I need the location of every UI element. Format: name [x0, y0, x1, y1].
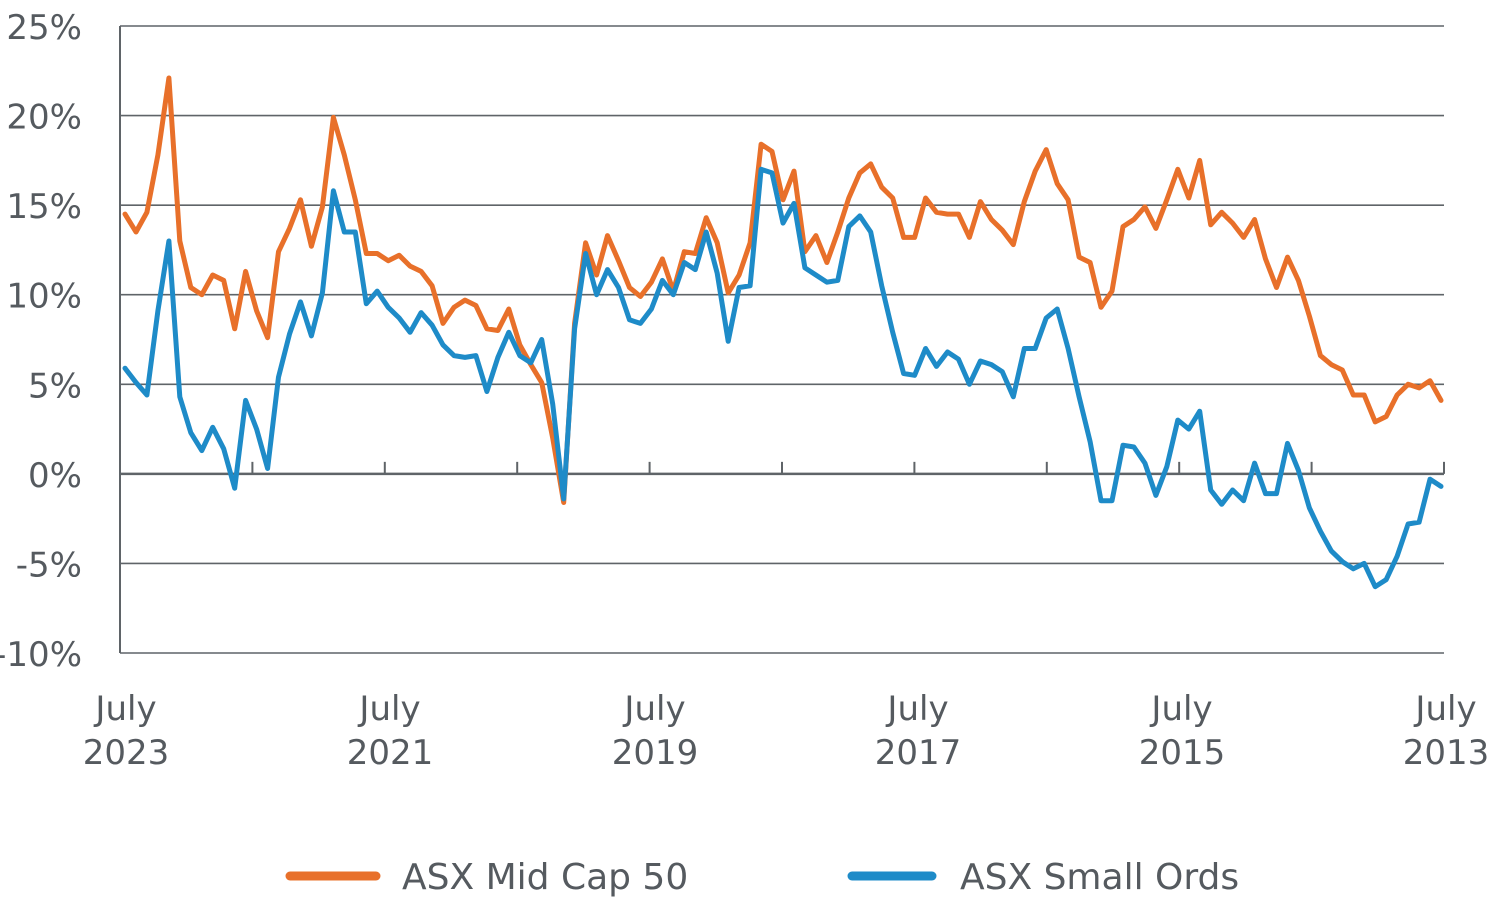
y-tick-label: 0% [28, 456, 82, 496]
x-tick-label: July 2015 [1139, 689, 1226, 773]
series-line-mid-cap [122, 75, 1444, 505]
grid [119, 25, 1444, 654]
x-tick-label: July 2023 [83, 689, 170, 773]
legend-label-mid-cap: ASX Mid Cap 50 [402, 857, 688, 898]
x-tick-label: July 2019 [612, 689, 699, 773]
series-line-small-ords [122, 166, 1444, 590]
y-tick-label: 5% [28, 366, 82, 406]
x-axis: July 2023 July 2021 July 2019 July 2017 July 2015… [83, 461, 1490, 773]
x-tick-label: July 2017 [875, 689, 962, 773]
series-lines [122, 75, 1444, 590]
y-axis: 25% 20% 15% 10% 5% 0% -5% -10% [0, 8, 82, 675]
x-tick-label: July 2013 [1403, 689, 1490, 773]
y-tick-label: 25% [6, 8, 82, 48]
x-tick-label: July 2021 [347, 689, 434, 773]
y-tick-label: 15% [6, 187, 82, 227]
legend-label-small-ords: ASX Small Ords [960, 857, 1239, 898]
y-tick-label: 10% [6, 277, 82, 317]
y-tick-label: -10% [0, 635, 82, 675]
y-tick-label: -5% [16, 545, 82, 585]
y-tick-label: 20% [6, 98, 82, 138]
legend: ASX Mid Cap 50 ASX Small Ords [285, 857, 1239, 898]
